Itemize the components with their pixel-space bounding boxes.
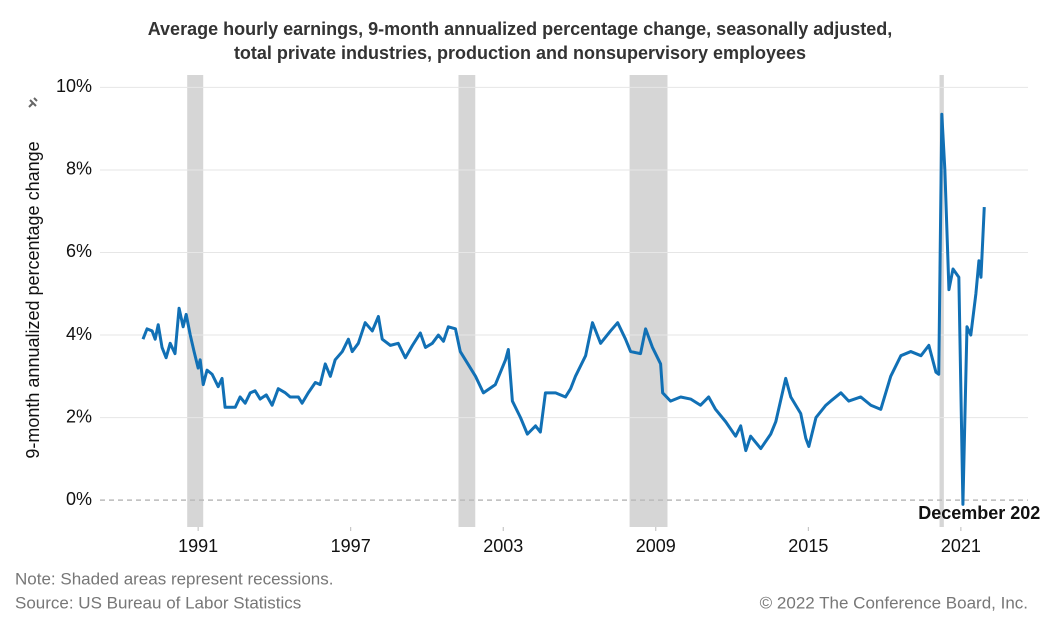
- x-tick-label: 1991: [178, 536, 218, 556]
- recession-band: [458, 75, 476, 527]
- note: Note: Shaded areas represent recessions.: [15, 569, 333, 588]
- y-tick-label: 8%: [66, 159, 92, 179]
- recession-band: [939, 75, 944, 527]
- chart-title: Average hourly earnings, 9-month annuali…: [148, 19, 893, 39]
- x-tick-label: 2015: [788, 536, 828, 556]
- source: Source: US Bureau of Labor Statistics: [15, 593, 301, 612]
- x-tick-label: 2021: [941, 536, 981, 556]
- y-tick-label: 0%: [66, 489, 92, 509]
- y-tick-label: 4%: [66, 324, 92, 344]
- annotation: December 2021: [918, 503, 1040, 523]
- series-line: [141, 112, 986, 506]
- copyright: © 2022 The Conference Board, Inc.: [760, 593, 1028, 612]
- x-tick-label: 2009: [636, 536, 676, 556]
- y-tick-label: 2%: [66, 406, 92, 426]
- y-axis-label: 9-month annualized percentage change: [23, 141, 43, 458]
- pin-icon: [28, 97, 38, 108]
- chart-title: total private industries, production and…: [234, 43, 806, 63]
- x-tick-label: 2003: [483, 536, 523, 556]
- x-tick-label: 1997: [331, 536, 371, 556]
- y-tick-label: 10%: [56, 76, 92, 96]
- recession-band: [187, 75, 204, 527]
- y-tick-label: 6%: [66, 241, 92, 261]
- recession-band: [629, 75, 668, 527]
